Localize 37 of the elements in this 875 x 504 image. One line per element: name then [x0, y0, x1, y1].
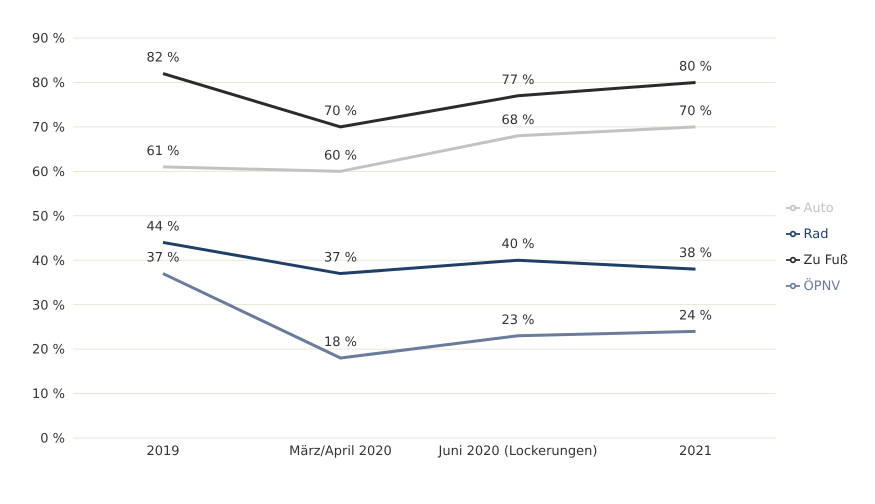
data-label: 23 %: [501, 312, 535, 328]
data-label: 82 %: [146, 50, 180, 66]
x-tick-label: 2019: [146, 444, 180, 460]
legend-label: ÖPNV: [804, 279, 840, 294]
y-tick-label: 10 %: [32, 387, 65, 402]
data-label: 60 %: [324, 148, 358, 164]
data-label: 38 %: [679, 246, 712, 262]
y-tick-label: 50 %: [32, 209, 65, 224]
y-tick-label: 20 %: [32, 342, 65, 358]
y-tick-label: 0 %: [40, 432, 65, 447]
data-label: 80 %: [679, 59, 712, 74]
line-series: [162, 125, 698, 173]
line-series: [162, 272, 698, 360]
data-label: 18 %: [324, 335, 358, 350]
y-tick-label: 80 %: [32, 76, 65, 92]
data-label: 37 %: [324, 250, 358, 266]
legend-label: Auto: [804, 201, 834, 216]
y-tick-label: 90 %: [32, 32, 65, 47]
line-series: [162, 72, 698, 128]
y-tick-label: 40 %: [32, 254, 65, 269]
legend-label: Zu Fuß: [804, 253, 848, 268]
legend-label: Rad: [804, 227, 828, 242]
y-tick-label: 60 %: [32, 164, 65, 180]
data-label: 37 %: [146, 250, 180, 266]
data-label: 61 %: [146, 144, 180, 159]
data-label: 77 %: [501, 72, 535, 88]
x-tick-label: Juni 2020 (Lockerungen): [438, 444, 598, 460]
x-tick-label: März/April 2020: [289, 444, 392, 460]
data-label: 70 %: [324, 104, 358, 119]
x-tick-label: 2021: [678, 444, 712, 460]
y-tick-label: 70 %: [32, 120, 65, 136]
data-label: 44 %: [146, 219, 180, 234]
data-label: 70 %: [679, 104, 712, 119]
data-label: 40 %: [501, 237, 535, 252]
data-label: 24 %: [679, 308, 712, 324]
data-label: 68 %: [501, 112, 535, 128]
y-tick-label: 30 %: [32, 298, 65, 314]
